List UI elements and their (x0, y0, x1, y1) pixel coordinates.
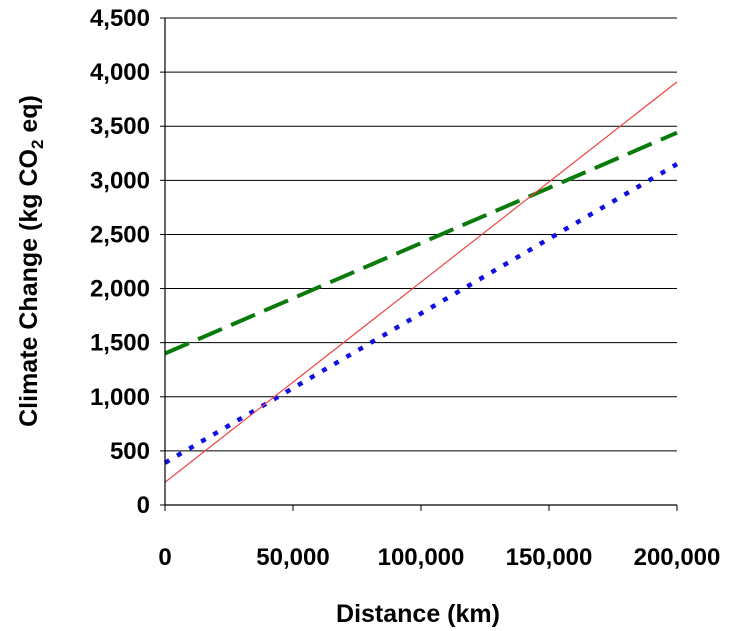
y-tick-label: 0 (137, 492, 150, 519)
gridlines (165, 17, 677, 452)
tick-labels: 0 500 1,000 1,500 2,000 2,500 3,000 3,500 4,000 4… (90, 5, 720, 571)
y-axis-title-main: Climate Change (kg CO (15, 149, 43, 427)
series-line-solid (164, 81, 678, 483)
y-tick-label: 1,500 (90, 330, 150, 357)
y-axis-title-subscript: 2 (28, 140, 47, 149)
y-tick-label: 4,500 (90, 5, 150, 32)
y-tick-label: 2,500 (90, 221, 150, 248)
x-tick-label: 100,000 (378, 544, 465, 571)
y-tick-label: 3,500 (90, 113, 150, 140)
y-tick-label: 500 (110, 438, 150, 465)
x-tick-label: 0 (158, 544, 171, 571)
y-tick-label: 2,000 (90, 276, 150, 303)
y-tick-label: 1,000 (90, 384, 150, 411)
axes (160, 17, 678, 511)
series-lines (163, 81, 679, 483)
x-tick-label: 150,000 (506, 544, 593, 571)
y-axis-title: Climate Change (kg CO2 eq) (15, 95, 47, 427)
y-tick-label: 3,000 (90, 167, 150, 194)
series-line-dotted (163, 162, 679, 465)
series-line-dashed (164, 130, 678, 356)
y-axis-title-suffix: eq) (15, 95, 43, 139)
y-tick-label: 4,000 (90, 59, 150, 86)
x-axis-title: Distance (km) (336, 600, 500, 628)
x-tick-label: 50,000 (256, 544, 329, 571)
x-tick-label: 200,000 (634, 544, 721, 571)
